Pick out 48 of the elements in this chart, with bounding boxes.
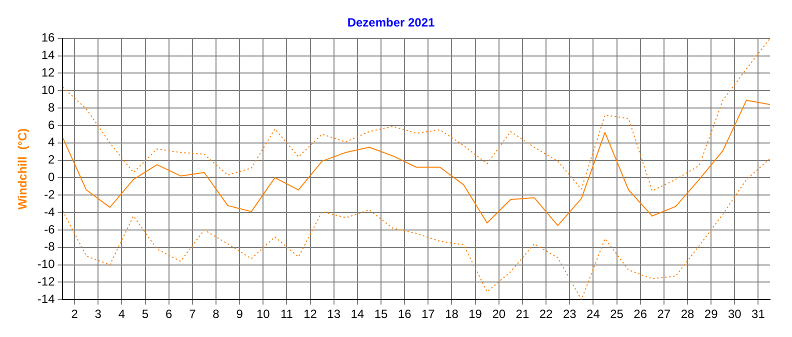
x-tick-label: 29: [704, 307, 718, 322]
y-tick-label: -4: [44, 204, 56, 219]
x-tick-label: 14: [350, 307, 364, 322]
chart-title: Dezember 2021: [347, 16, 436, 30]
x-tick-label: 23: [562, 307, 577, 322]
x-tick-label: 30: [728, 307, 742, 322]
y-tick-label: 14: [41, 48, 56, 62]
x-tick-label: 20: [492, 307, 506, 322]
x-tick-label: 16: [398, 307, 412, 322]
y-tick-label: -14: [37, 292, 56, 306]
y-axis-title: Windchill (°C): [16, 128, 30, 210]
y-tick-label: 6: [48, 118, 56, 132]
x-tick-label: 5: [142, 307, 149, 322]
x-tick-label: 6: [165, 307, 172, 322]
x-tick-label: 11: [280, 307, 294, 322]
x-tick-label: 13: [327, 307, 341, 322]
y-tick-label: 10: [41, 82, 56, 97]
x-tick-label: 25: [610, 307, 624, 322]
y-tick-label: 12: [41, 66, 56, 80]
x-tick-label: 8: [212, 307, 220, 322]
x-tick-label: 22: [539, 307, 554, 322]
y-tick-label: -10: [37, 257, 56, 272]
y-tick-label: -12: [37, 274, 56, 288]
x-tick-label: 27: [657, 307, 671, 322]
y-tick-label: -2: [44, 187, 56, 202]
y-tick-label: -8: [44, 240, 56, 254]
x-tick-label: 26: [634, 307, 648, 322]
x-tick-label: 12: [304, 307, 318, 322]
x-tick-label: 9: [236, 307, 244, 322]
x-tick-label: 3: [94, 307, 102, 322]
y-tick-label: 2: [48, 152, 56, 167]
x-tick-label: 4: [118, 307, 126, 322]
x-tick-label: 15: [374, 307, 388, 322]
y-tick-label: 0: [48, 170, 56, 184]
y-tick-label: 4: [48, 135, 56, 150]
y-tick-label: 8: [48, 100, 56, 114]
x-tick-label: 31: [752, 307, 766, 322]
x-tick-label: 28: [680, 307, 694, 322]
y-tick-label: -6: [44, 222, 56, 236]
x-tick-label: 7: [189, 307, 196, 322]
y-tick-label: 16: [41, 30, 56, 45]
x-tick-label: 2: [71, 307, 78, 322]
x-tick-label: 18: [445, 307, 459, 322]
x-tick-label: 17: [421, 307, 436, 322]
x-tick-label: 10: [256, 307, 270, 322]
x-tick-label: 19: [468, 307, 482, 322]
x-tick-label: 21: [516, 307, 530, 322]
x-tick-label: 24: [586, 307, 600, 322]
